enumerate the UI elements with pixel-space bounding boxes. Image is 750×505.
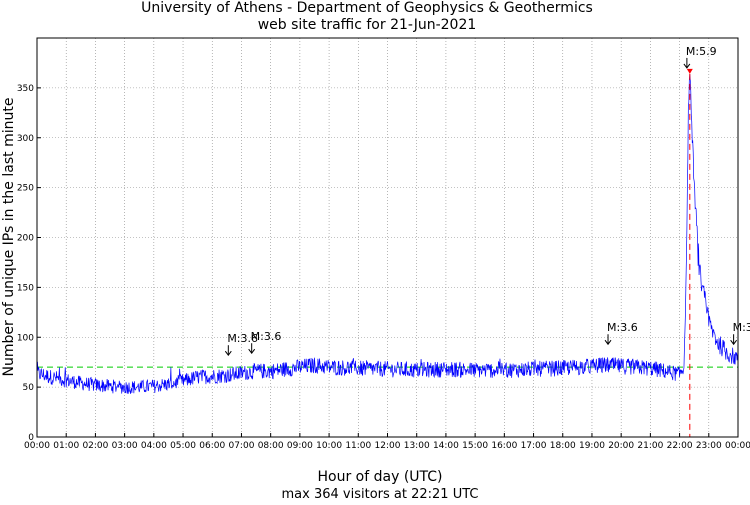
x-tick-label: 00:00: [24, 441, 50, 451]
annotation-arrow-head: [730, 339, 738, 346]
earthquake-annotation: M:3.6: [604, 321, 638, 346]
y-tick-labels: 0 50 100 150 200 250 300 350: [17, 84, 41, 443]
annotation-arrow-head: [604, 339, 612, 346]
y-tick-label: 0: [28, 433, 34, 443]
y-tick-label: 300: [17, 134, 34, 144]
x-tick-label: 15:00: [462, 441, 488, 451]
max-marker-point: [686, 68, 693, 74]
x-tick-label: 09:00: [287, 441, 313, 451]
y-tick-label: 350: [17, 84, 34, 94]
x-tick-label: 10:00: [316, 441, 342, 451]
earthquake-annotation: M:3.6: [248, 330, 282, 355]
x-tick-label: 20:00: [608, 441, 634, 451]
earthquake-annotation: M:5.9: [683, 45, 717, 69]
annotation-label: M:3.8: [733, 321, 750, 334]
chart-subtitle: web site traffic for 21-Jun-2021: [258, 17, 477, 33]
annotation-label: M:5.9: [686, 45, 717, 58]
x-tick-label: 01:00: [53, 441, 79, 451]
annotation-label: M:3.6: [607, 321, 638, 334]
x-tick-label: 16:00: [491, 441, 517, 451]
y-axis-label: Number of unique IPs in the last minute: [1, 98, 17, 377]
earthquake-annotation: M:3.8: [730, 321, 750, 346]
x-tick-label: 13:00: [404, 441, 430, 451]
x-tick-label: 00:00: [725, 441, 750, 451]
x-tick-labels: 00:00 01:00 02:00 03:00 04:00 05:00 06:00 07:00…: [24, 433, 750, 451]
x-tick-label: 21:00: [637, 441, 663, 451]
earthquake-annotation: M:3.6: [224, 332, 258, 357]
chart-title: University of Athens - Department of Geo…: [141, 0, 593, 16]
y-tick-label: 250: [17, 184, 34, 194]
annotation-label: M:3.6: [227, 332, 258, 345]
x-axis-label: Hour of day (UTC): [318, 469, 443, 485]
y-tick-label: 100: [17, 333, 34, 343]
annotation-arrow-head: [248, 348, 256, 355]
x-tick-label: 19:00: [579, 441, 605, 451]
series-layer: [36, 73, 739, 394]
x-tick-label: 12:00: [375, 441, 401, 451]
traffic-series-line: [36, 73, 739, 394]
x-tick-label: 17:00: [521, 441, 547, 451]
x-tick-label: 22:00: [667, 441, 693, 451]
x-tick-label: 11:00: [345, 441, 371, 451]
annotation-arrow-head: [683, 63, 691, 69]
annotation-arrow-head: [224, 350, 232, 357]
y-tick-label: 150: [17, 283, 34, 293]
y-tick-label: 50: [23, 383, 35, 393]
max-visitors-caption: max 364 visitors at 22:21 UTC: [282, 487, 479, 501]
y-tick-label: 200: [17, 234, 34, 244]
annotation-layer: M:3.6M:3.6M:3.6M:5.9M:3.8: [224, 45, 750, 357]
max-marker-layer: [686, 68, 693, 437]
x-tick-label: 18:00: [550, 441, 576, 451]
x-tick-label: 14:00: [433, 441, 459, 451]
x-tick-label: 08:00: [258, 441, 284, 451]
x-tick-label: 02:00: [82, 441, 108, 451]
x-tick-label: 04:00: [141, 441, 167, 451]
grid-lines: [37, 38, 738, 437]
x-tick-label: 03:00: [112, 441, 138, 451]
x-tick-label: 23:00: [696, 441, 722, 451]
x-tick-label: 07:00: [228, 441, 254, 451]
x-tick-label: 06:00: [199, 441, 225, 451]
annotation-label: M:3.6: [251, 330, 282, 343]
x-tick-label: 05:00: [170, 441, 196, 451]
